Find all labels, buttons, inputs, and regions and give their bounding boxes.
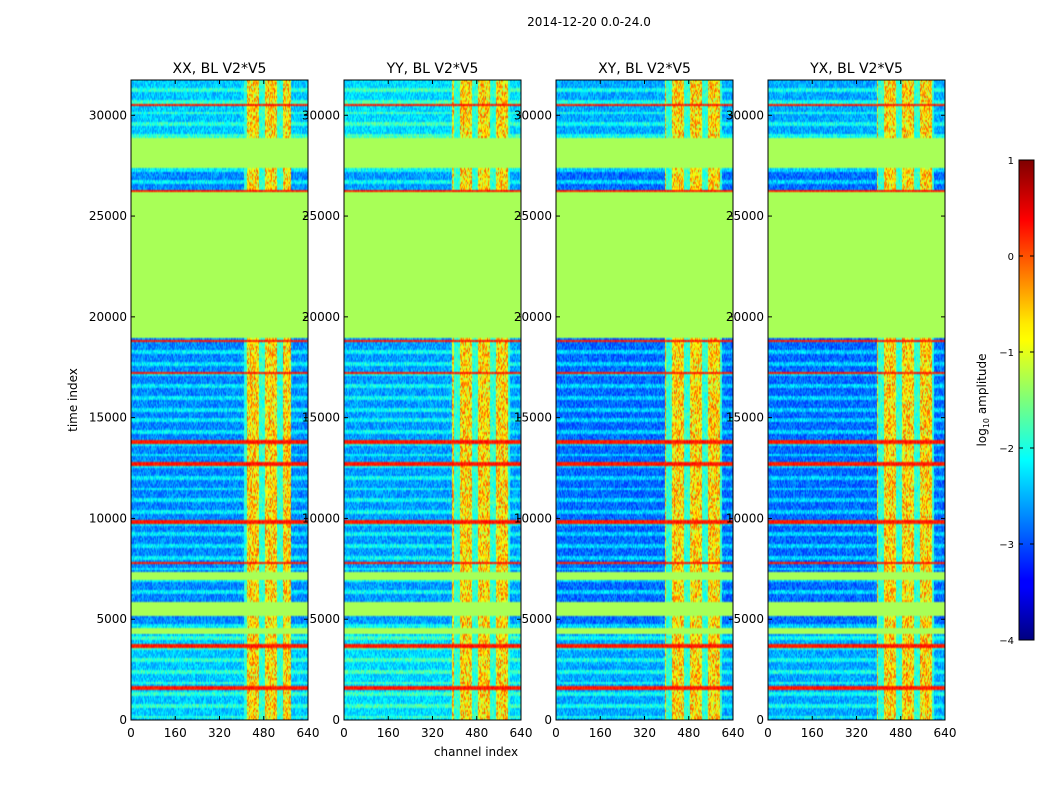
panel-4: YX, BL V2*V5 0 160 320 480 640 0 5000 10000 15000… (726, 61, 957, 740)
heatmap-image-2 (344, 80, 521, 720)
panel-title-4: YX, BL V2*V5 (809, 61, 903, 77)
y-tick-label: 15000 (302, 411, 340, 425)
y-tick-label: 20000 (302, 310, 340, 324)
y-tick-label: 0 (544, 713, 552, 727)
x-tick-label: 0 (764, 726, 772, 740)
colorbar: 10−1−2−3−4 log10 amplitude (975, 156, 1035, 647)
y-tick-label: 0 (332, 713, 340, 727)
panels-group: XX, BL V2*V5 0 160 320 480 640 0 5000 10000 15000… (89, 61, 957, 740)
panel-3: XY, BL V2*V5 0 160 320 480 640 0 5000 10000 15000… (514, 61, 745, 740)
y-tick-label: 25000 (514, 209, 552, 223)
y-tick-label: 0 (119, 713, 127, 727)
x-tick-label: 640 (934, 726, 957, 740)
colorbar-tick-label: −2 (999, 444, 1014, 455)
heatmap-image-3 (556, 80, 733, 720)
colorbar-tick-label: −4 (999, 636, 1014, 647)
colorbar-tick-label: 1 (1008, 156, 1014, 167)
x-tick-label: 480 (677, 726, 700, 740)
y-tick-label: 15000 (726, 411, 764, 425)
x-tick-label: 0 (340, 726, 348, 740)
figure-suptitle: 2014-12-20 0.0-24.0 (527, 15, 651, 29)
x-tick-label: 160 (589, 726, 612, 740)
x-tick-label: 480 (252, 726, 275, 740)
y-tick-label: 25000 (89, 209, 127, 223)
y-tick-label: 30000 (89, 108, 127, 122)
panel-title-3: XY, BL V2*V5 (598, 61, 691, 77)
x-axis-label: channel index (434, 745, 518, 759)
x-tick-label: 320 (421, 726, 444, 740)
panel-2: YY, BL V2*V5 0 160 320 480 640 0 5000 10000 15000… (302, 61, 533, 740)
y-axis-label: time index (66, 368, 80, 432)
y-tick-label: 30000 (726, 108, 764, 122)
y-tick-label: 5000 (521, 612, 552, 626)
y-tick-label: 0 (756, 713, 764, 727)
panel-1: XX, BL V2*V5 0 160 320 480 640 0 5000 10000 15000… (89, 61, 320, 740)
y-tick-label: 10000 (514, 511, 552, 525)
x-tick-label: 640 (297, 726, 320, 740)
heatmap-image-4 (768, 80, 945, 720)
x-tick-label: 320 (845, 726, 868, 740)
y-tick-label: 20000 (89, 310, 127, 324)
colorbar-gradient (1018, 159, 1035, 641)
panel-title-2: YY, BL V2*V5 (386, 61, 479, 77)
panel-title-1: XX, BL V2*V5 (173, 61, 267, 77)
x-tick-label: 160 (801, 726, 824, 740)
x-tick-label: 320 (633, 726, 656, 740)
y-tick-label: 5000 (309, 612, 340, 626)
x-tick-label: 160 (164, 726, 187, 740)
y-tick-label: 25000 (726, 209, 764, 223)
y-tick-label: 20000 (514, 310, 552, 324)
y-tick-label: 10000 (302, 511, 340, 525)
y-tick-label: 15000 (89, 411, 127, 425)
y-tick-label: 5000 (96, 612, 127, 626)
colorbar-label-main: log (975, 428, 989, 446)
colorbar-label-tail: amplitude (975, 354, 989, 418)
colorbar-tick-label: −3 (999, 540, 1014, 551)
colorbar-ticks: 1 0 −1 −2 −3 −4 (999, 156, 1034, 647)
colorbar-tick-label: 0 (1008, 252, 1014, 263)
x-tick-label: 320 (208, 726, 231, 740)
x-tick-label: 160 (377, 726, 400, 740)
x-tick-label: 0 (127, 726, 135, 740)
colorbar-label-sub: 10 (982, 418, 991, 428)
y-tick-label: 30000 (514, 108, 552, 122)
y-tick-label: 25000 (302, 209, 340, 223)
y-tick-label: 10000 (726, 511, 764, 525)
x-tick-label: 0 (552, 726, 560, 740)
y-tick-label: 15000 (514, 411, 552, 425)
heatmap-image-1 (131, 80, 308, 720)
x-tick-label: 480 (465, 726, 488, 740)
y-tick-label: 5000 (733, 612, 764, 626)
colorbar-label: log10 amplitude (975, 354, 991, 447)
y-tick-label: 30000 (302, 108, 340, 122)
y-tick-label: 10000 (89, 511, 127, 525)
x-tick-label: 480 (889, 726, 912, 740)
y-tick-label: 20000 (726, 310, 764, 324)
colorbar-tick-label: −1 (999, 348, 1014, 359)
x-tick-label: 640 (722, 726, 745, 740)
x-tick-label: 640 (510, 726, 533, 740)
